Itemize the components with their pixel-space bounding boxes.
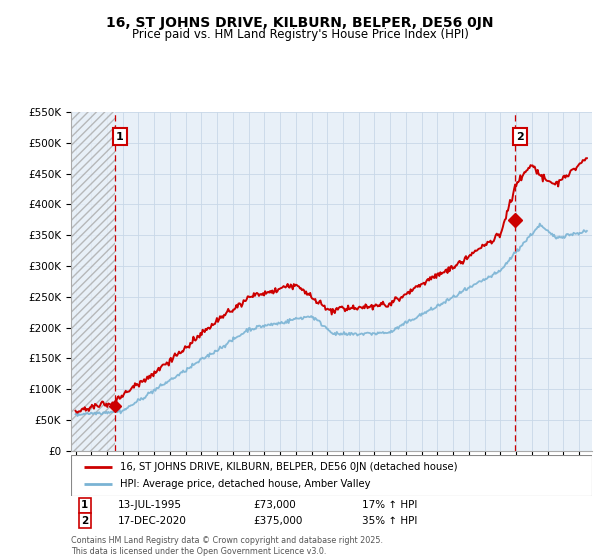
Text: 16, ST JOHNS DRIVE, KILBURN, BELPER, DE56 0JN: 16, ST JOHNS DRIVE, KILBURN, BELPER, DE5…: [106, 16, 494, 30]
Text: 16, ST JOHNS DRIVE, KILBURN, BELPER, DE56 0JN (detached house): 16, ST JOHNS DRIVE, KILBURN, BELPER, DE5…: [120, 461, 458, 472]
Text: £73,000: £73,000: [253, 500, 296, 510]
Text: Price paid vs. HM Land Registry's House Price Index (HPI): Price paid vs. HM Land Registry's House …: [131, 28, 469, 41]
Text: Contains HM Land Registry data © Crown copyright and database right 2025.
This d: Contains HM Land Registry data © Crown c…: [71, 536, 383, 556]
Text: HPI: Average price, detached house, Amber Valley: HPI: Average price, detached house, Ambe…: [120, 479, 371, 489]
Text: 17-DEC-2020: 17-DEC-2020: [118, 516, 187, 526]
Text: £375,000: £375,000: [253, 516, 302, 526]
Text: 2: 2: [516, 132, 524, 142]
Text: 35% ↑ HPI: 35% ↑ HPI: [362, 516, 418, 526]
Text: 13-JUL-1995: 13-JUL-1995: [118, 500, 182, 510]
Text: 1: 1: [116, 132, 124, 142]
Text: 2: 2: [81, 516, 88, 526]
Bar: [71, 112, 115, 451]
Text: 1: 1: [81, 500, 88, 510]
Text: 17% ↑ HPI: 17% ↑ HPI: [362, 500, 418, 510]
